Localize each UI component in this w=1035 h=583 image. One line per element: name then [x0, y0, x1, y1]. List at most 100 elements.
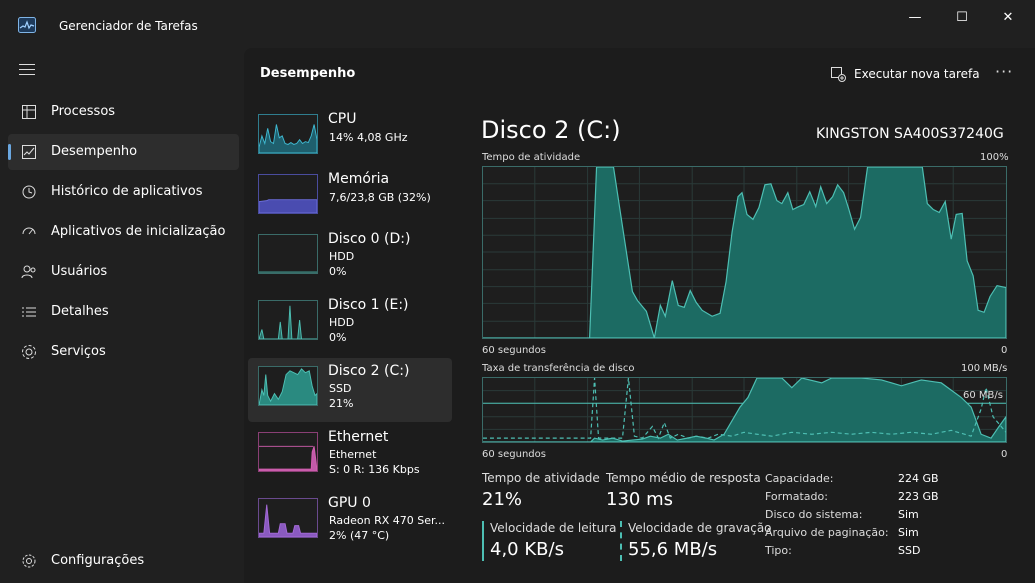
- write-speed-value: 55,6 MB/s: [628, 539, 718, 560]
- device-item-gpu-0[interactable]: GPU 0 Radeon RX 470 Ser... 2% (47 °C): [248, 490, 452, 554]
- device-item-ethernet[interactable]: Ethernet Ethernet S: 0 R: 136 Kbps: [248, 424, 452, 488]
- maximize-button[interactable]: ☐: [956, 10, 968, 25]
- main-panel: Desempenho Executar nova tarefa ··· CPU …: [244, 48, 1035, 583]
- sidebar-item-label: Detalhes: [51, 304, 109, 319]
- startup-apps-icon: [22, 227, 36, 235]
- property-value: 223 GB: [898, 490, 939, 503]
- main-header: Desempenho Executar nova tarefa ···: [244, 48, 1035, 96]
- sidebar-item-servicos[interactable]: Serviços: [8, 334, 239, 370]
- read-speed-indicator: [482, 521, 484, 561]
- device-list: CPU 14% 4,08 GHz Memória 7,6/23,8 GB (32…: [244, 96, 456, 583]
- disk1-mini-graph: [258, 300, 318, 340]
- property-value: Sim: [898, 508, 919, 521]
- cpu-mini-graph: [258, 114, 318, 154]
- device-name: CPU: [328, 111, 357, 127]
- read-speed-label: Velocidade de leitura: [490, 521, 617, 535]
- sidebar: Processos Desempenho Histórico de aplica…: [0, 48, 244, 583]
- sidebar-item-usuarios[interactable]: Usuários: [8, 254, 239, 290]
- property-label: Arquivo de paginação:: [765, 526, 889, 539]
- services-icon: [22, 345, 36, 359]
- run-new-task-label: Executar nova tarefa: [854, 67, 980, 81]
- disk0-mini-graph: [258, 234, 318, 274]
- device-sub: SSD: [329, 382, 352, 395]
- transfer-graph-label: Taxa de transferência de disco: [482, 363, 635, 374]
- device-name: Memória: [328, 171, 390, 187]
- transfer-graph-min: 0: [1001, 449, 1008, 460]
- sidebar-item-inicializacao[interactable]: Aplicativos de inicialização: [8, 214, 239, 250]
- disk-detail-panel: Disco 2 (C:) KINGSTON SA400S37240G Tempo…: [464, 96, 1035, 583]
- property-label: Capacidade:: [765, 472, 834, 485]
- more-options-button[interactable]: ···: [995, 62, 1014, 81]
- new-task-icon: [831, 67, 846, 82]
- disk-model: KINGSTON SA400S37240G: [816, 126, 1004, 142]
- transfer-graph-time: 60 segundos: [482, 449, 546, 460]
- device-sub: S: 0 R: 136 Kbps: [329, 463, 420, 476]
- minimize-button[interactable]: —: [908, 10, 922, 25]
- device-sub: HDD: [329, 316, 355, 329]
- task-manager-app-icon: [18, 17, 36, 33]
- active-time-label: Tempo de atividade: [482, 471, 600, 485]
- gpu-mini-graph: [258, 498, 318, 538]
- sidebar-item-label: Configurações: [51, 553, 145, 568]
- property-value: SSD: [898, 544, 921, 557]
- run-new-task-button[interactable]: Executar nova tarefa: [830, 64, 980, 84]
- device-sub: 0%: [329, 265, 347, 278]
- ethernet-mini-graph: [258, 432, 318, 472]
- property-label: Tipo:: [765, 544, 792, 557]
- sidebar-item-detalhes[interactable]: Detalhes: [8, 294, 239, 330]
- disk2-mini-graph: [258, 366, 318, 406]
- device-sub: 7,6/23,8 GB (32%): [329, 191, 431, 204]
- device-name: Disco 1 (E:): [328, 297, 409, 313]
- page-title: Desempenho: [260, 66, 356, 81]
- hamburger-menu-icon[interactable]: [19, 64, 35, 76]
- app-title: Gerenciador de Tarefas: [59, 19, 198, 33]
- device-sub: 21%: [329, 397, 354, 410]
- device-item-memoria[interactable]: Memória 7,6/23,8 GB (32%): [248, 166, 452, 230]
- property-value: 224 GB: [898, 472, 939, 485]
- response-time-value: 130 ms: [606, 489, 673, 510]
- device-sub: Radeon RX 470 Ser...: [329, 514, 446, 527]
- sidebar-item-label: Processos: [51, 104, 116, 119]
- device-sub: HDD: [329, 250, 355, 263]
- property-label: Disco do sistema:: [765, 508, 863, 521]
- sidebar-item-label: Histórico de aplicativos: [51, 184, 203, 199]
- device-sub: 0%: [329, 331, 347, 344]
- active-time-graph-min: 0: [1001, 345, 1008, 356]
- device-sub: Ethernet: [329, 448, 377, 461]
- transfer-graph-max: 100 MB/s: [961, 363, 1008, 374]
- sidebar-item-desempenho[interactable]: Desempenho: [8, 134, 239, 170]
- sidebar-item-historico[interactable]: Histórico de aplicativos: [8, 174, 239, 210]
- property-value: Sim: [898, 526, 919, 539]
- device-name: Ethernet: [328, 429, 389, 445]
- performance-icon: [22, 145, 36, 159]
- device-item-disco-1[interactable]: Disco 1 (E:) HDD 0%: [248, 292, 452, 356]
- app-history-icon: [22, 185, 36, 199]
- sidebar-item-label: Usuários: [51, 264, 108, 279]
- active-time-graph-label: Tempo de atividade: [482, 152, 581, 163]
- response-time-label: Tempo médio de resposta: [606, 471, 761, 485]
- active-indicator: [8, 144, 11, 160]
- active-time-value: 21%: [482, 489, 523, 510]
- sidebar-item-configuracoes[interactable]: Configurações: [8, 543, 239, 579]
- property-label: Formatado:: [765, 490, 828, 503]
- transfer-rate-graph: [482, 377, 1007, 443]
- device-item-disco-0[interactable]: Disco 0 (D:) HDD 0%: [248, 226, 452, 290]
- device-sub: 14% 4,08 GHz: [329, 131, 408, 144]
- title-bar: Gerenciador de Tarefas — ☐ ✕: [0, 0, 1035, 48]
- transfer-graph-mid: 60 MB/s: [963, 390, 1003, 401]
- active-time-graph-time: 60 segundos: [482, 345, 546, 356]
- write-speed-indicator: [620, 521, 622, 561]
- details-icon: [22, 307, 36, 317]
- active-time-graph: [482, 166, 1007, 339]
- disk-title: Disco 2 (C:): [481, 116, 621, 144]
- device-item-cpu[interactable]: CPU 14% 4,08 GHz: [248, 106, 452, 170]
- device-item-disco-2[interactable]: Disco 2 (C:) SSD 21%: [248, 358, 452, 422]
- close-button[interactable]: ✕: [1002, 10, 1014, 25]
- device-name: GPU 0: [328, 495, 371, 511]
- sidebar-item-processos[interactable]: Processos: [8, 94, 239, 130]
- device-sub: 2% (47 °C): [329, 529, 390, 542]
- settings-gear-icon: [22, 554, 36, 568]
- processes-icon: [22, 105, 36, 119]
- active-time-graph-max: 100%: [980, 152, 1009, 163]
- device-name: Disco 2 (C:): [328, 363, 410, 379]
